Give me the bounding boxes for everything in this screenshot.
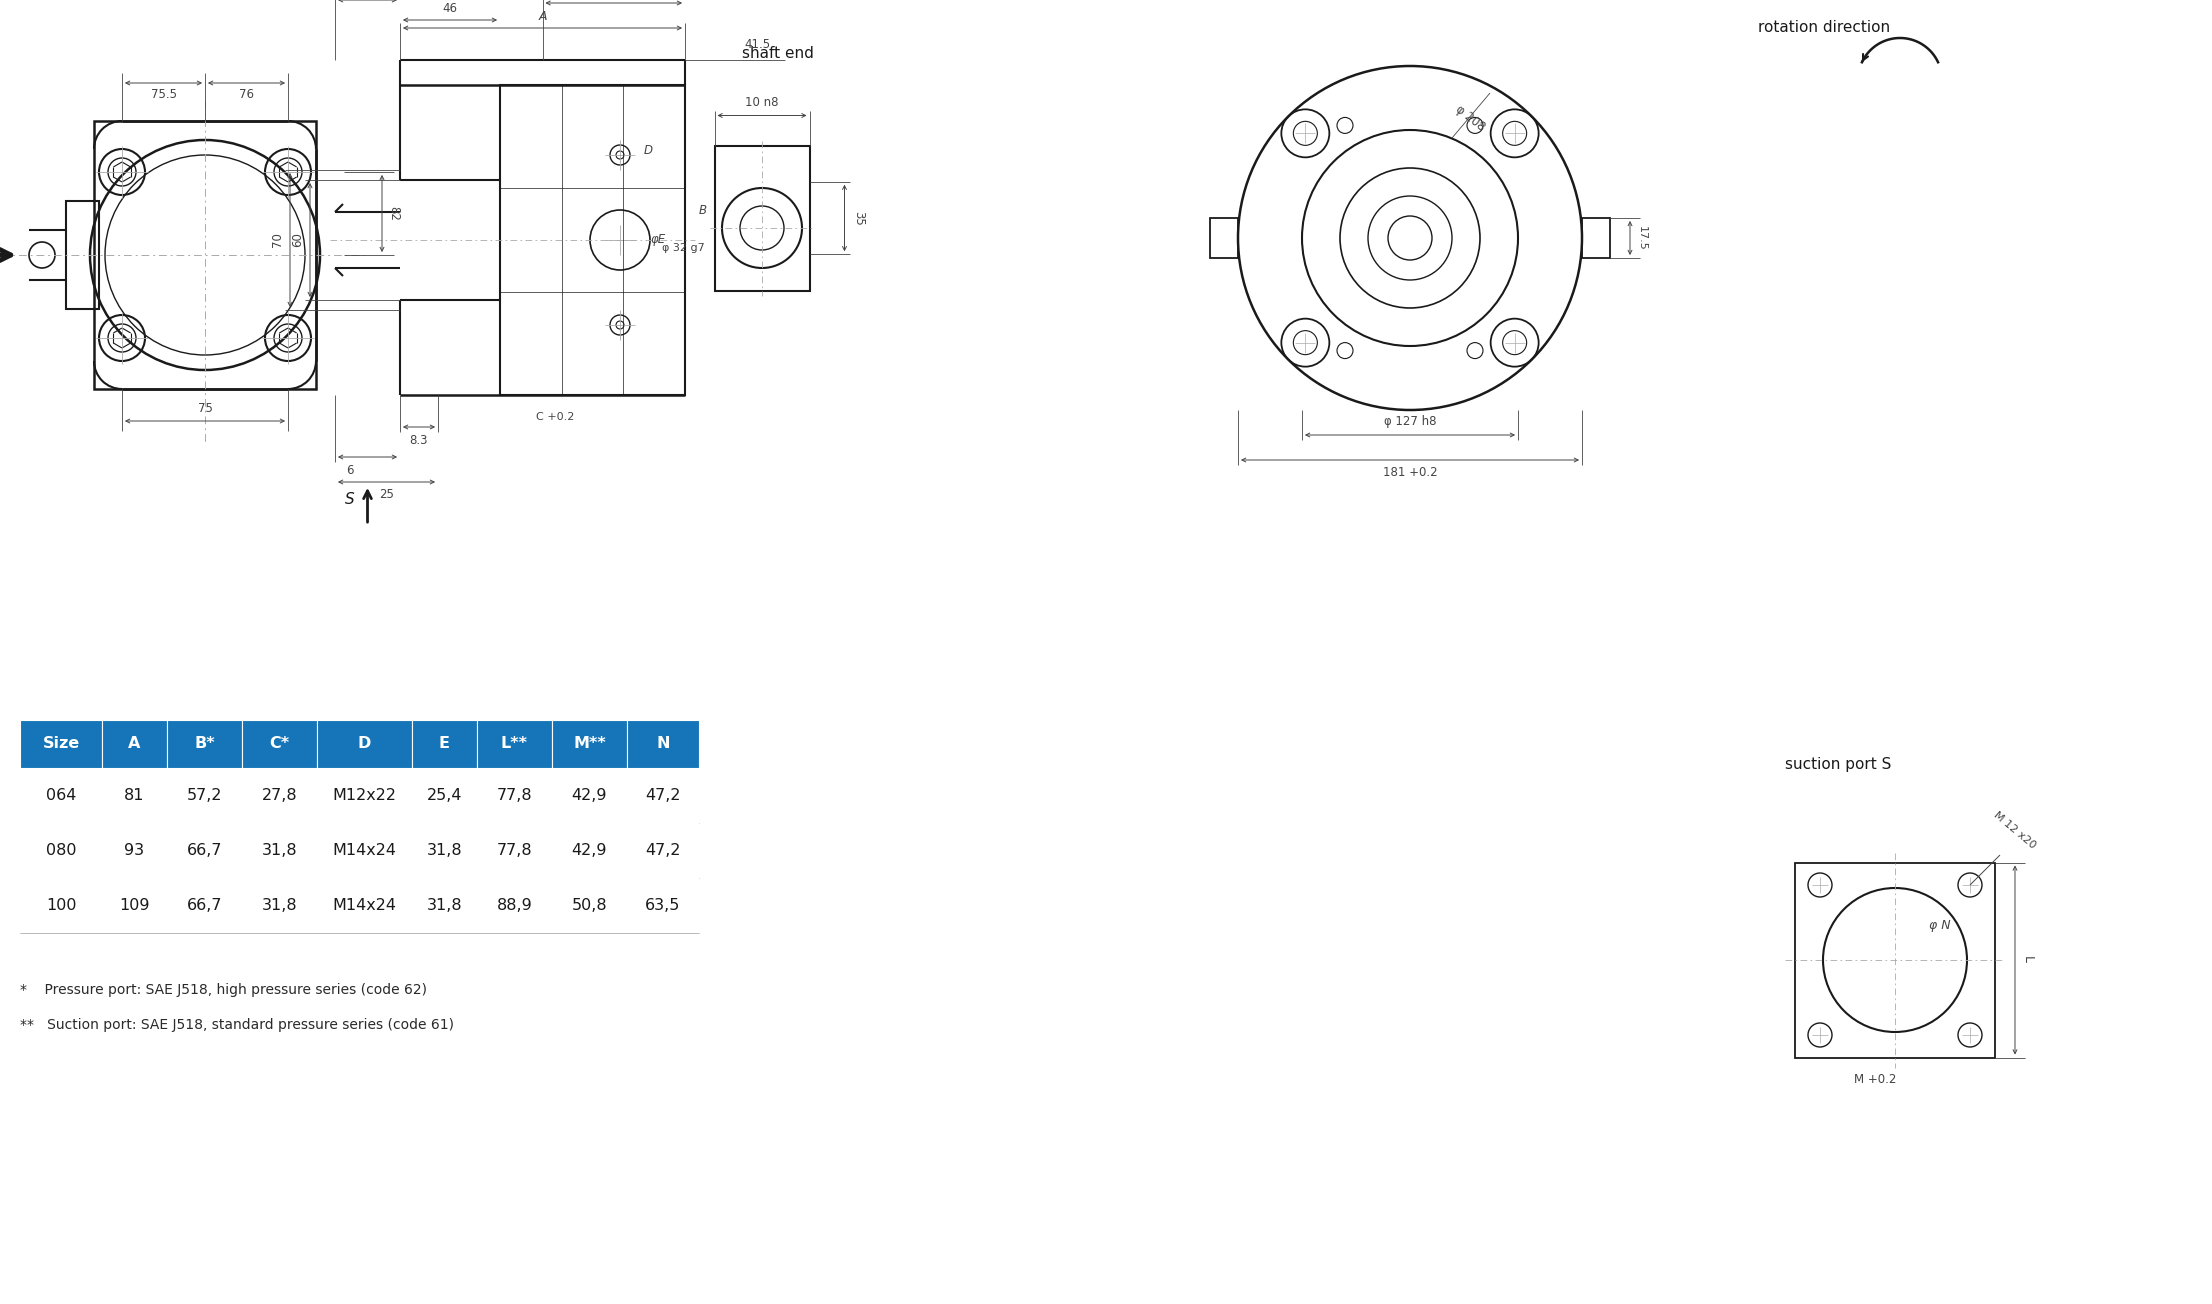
Bar	[1210, 218, 1239, 258]
Text: 42,9: 42,9	[571, 788, 608, 803]
Text: 100: 100	[46, 898, 75, 913]
Bar	[478, 720, 553, 768]
Text: B*: B*	[195, 737, 215, 751]
Text: 81: 81	[124, 788, 144, 803]
Text: L: L	[2020, 957, 2033, 964]
Text: *    Pressure port: SAE J518, high pressure series (code 62): * Pressure port: SAE J518, high pressure…	[20, 983, 427, 998]
Text: 27,8: 27,8	[261, 788, 296, 803]
Bar	[316, 720, 411, 768]
Text: M**: M**	[573, 737, 606, 751]
Text: 42,9: 42,9	[571, 842, 608, 858]
Text: N: N	[657, 737, 670, 751]
Text: M +0.2: M +0.2	[1854, 1073, 1896, 1086]
Text: D: D	[644, 143, 653, 156]
Bar	[20, 720, 102, 768]
Text: 080: 080	[46, 842, 75, 858]
Text: 82: 82	[387, 206, 400, 220]
Text: M 12 x20: M 12 x20	[1993, 810, 2037, 850]
Text: 41.5: 41.5	[743, 39, 770, 51]
Text: 76: 76	[239, 89, 254, 102]
Text: D: D	[358, 737, 372, 751]
Text: 17.5: 17.5	[1637, 226, 1648, 250]
Text: Size: Size	[42, 737, 80, 751]
Text: A: A	[128, 737, 142, 751]
Text: 25,4: 25,4	[427, 788, 462, 803]
Text: **   Suction port: SAE J518, standard pressure series (code 61): ** Suction port: SAE J518, standard pres…	[20, 1018, 453, 1031]
Text: φE: φE	[650, 233, 666, 246]
Bar	[1582, 218, 1610, 258]
Text: S: S	[345, 493, 354, 507]
Bar	[20, 878, 699, 932]
Text: 60: 60	[292, 232, 305, 248]
Text: C*: C*	[270, 737, 290, 751]
Text: 66,7: 66,7	[186, 842, 221, 858]
Text: M12x22: M12x22	[332, 788, 396, 803]
Text: 75.5: 75.5	[150, 89, 177, 102]
Text: 31,8: 31,8	[261, 842, 296, 858]
Text: B: B	[699, 203, 708, 216]
Bar	[626, 720, 699, 768]
Text: 63,5: 63,5	[646, 898, 681, 913]
Text: E: E	[438, 737, 449, 751]
Text: φ 32 g7: φ 32 g7	[661, 243, 703, 253]
Text: A: A	[538, 9, 546, 22]
Text: 47,2: 47,2	[646, 788, 681, 803]
Text: 31,8: 31,8	[261, 898, 296, 913]
Text: φ N: φ N	[1929, 918, 1951, 931]
Text: M14x24: M14x24	[332, 898, 396, 913]
Text: 31,8: 31,8	[427, 898, 462, 913]
Text: 064: 064	[46, 788, 75, 803]
Text: 8.3: 8.3	[409, 433, 429, 446]
Text: 31,8: 31,8	[427, 842, 462, 858]
Text: M14x24: M14x24	[332, 842, 396, 858]
Text: 109: 109	[119, 898, 150, 913]
Text: 25: 25	[378, 489, 394, 502]
Bar	[66, 201, 100, 309]
Bar	[553, 720, 626, 768]
Bar	[20, 768, 699, 823]
Text: 181 +0.2: 181 +0.2	[1382, 467, 1438, 480]
Text: 47,2: 47,2	[646, 842, 681, 858]
Text: 6: 6	[347, 463, 354, 476]
Text: 77,8: 77,8	[498, 842, 533, 858]
Text: φ 208: φ 208	[1453, 103, 1486, 133]
Bar	[1794, 862, 1995, 1058]
Bar	[714, 146, 810, 291]
Text: φ 127 h8: φ 127 h8	[1385, 416, 1436, 429]
Text: 88,9: 88,9	[498, 898, 533, 913]
Text: 75: 75	[197, 403, 212, 416]
Text: 70: 70	[272, 232, 285, 248]
Bar	[500, 85, 686, 395]
Bar	[20, 823, 699, 878]
Text: 66,7: 66,7	[186, 898, 221, 913]
Text: 57,2: 57,2	[186, 788, 221, 803]
Text: L**: L**	[500, 737, 529, 751]
Text: 10 n8: 10 n8	[745, 96, 779, 110]
Text: 35: 35	[852, 211, 865, 226]
Text: 46: 46	[442, 1, 458, 14]
Text: rotation direction: rotation direction	[1759, 21, 1889, 35]
Text: suction port S: suction port S	[1785, 758, 1891, 772]
Bar	[241, 720, 316, 768]
Bar	[102, 720, 166, 768]
Text: C +0.2: C +0.2	[535, 412, 575, 422]
Bar	[93, 121, 316, 389]
Text: 93: 93	[124, 842, 144, 858]
Text: 77,8: 77,8	[498, 788, 533, 803]
Bar	[166, 720, 241, 768]
Bar	[411, 720, 478, 768]
Text: shaft end: shaft end	[741, 46, 814, 60]
Text: 50,8: 50,8	[571, 898, 608, 913]
